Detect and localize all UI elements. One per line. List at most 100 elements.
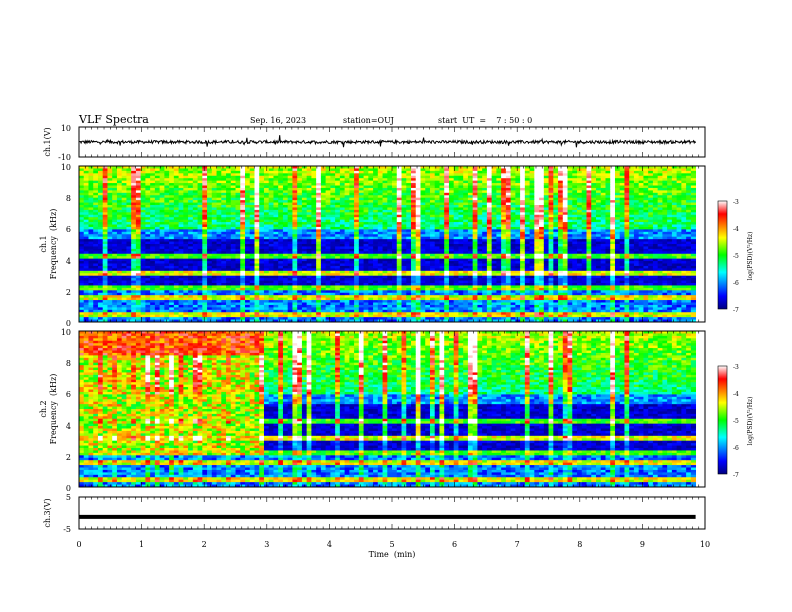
- spectrogram-cell: [93, 319, 99, 323]
- spectrogram-cell: [377, 302, 383, 306]
- spectrogram-cell: [301, 248, 308, 252]
- spectrogram-cell: [425, 258, 431, 262]
- spectrogram-cell: [173, 312, 179, 316]
- spectrogram-cell: [335, 202, 341, 206]
- spectrogram-cell: [173, 314, 179, 318]
- spectrogram-cell: [93, 261, 99, 264]
- spectrogram-cell: [159, 202, 165, 206]
- spectrogram-cell: [358, 297, 364, 301]
- spectrogram-cell: [126, 273, 132, 277]
- spectrogram-cell: [221, 314, 227, 318]
- spectrogram-cell: [287, 168, 293, 172]
- spectrogram-cell: [207, 202, 213, 206]
- spectrogram-cell: [188, 265, 194, 269]
- spectrogram-cell: [188, 175, 194, 179]
- spectrogram-cell: [197, 317, 203, 320]
- spectrogram-cell: [377, 304, 383, 308]
- spectrogram-cell: [173, 205, 179, 208]
- spectrogram-cell: [249, 265, 255, 269]
- spectrogram-cell: [415, 185, 421, 189]
- spectrogram-cell: [382, 248, 388, 252]
- spectrogram-cell: [392, 290, 398, 294]
- spectrogram-cell: [406, 300, 412, 303]
- spectrogram-cell: [420, 270, 426, 274]
- spectrogram-cell: [292, 178, 298, 182]
- spectrogram-cell: [173, 219, 179, 223]
- spectrogram-cell: [401, 236, 407, 240]
- spectrogram-cell: [354, 258, 360, 262]
- spectrogram-cell: [358, 241, 364, 245]
- spectrogram-cell: [183, 229, 189, 233]
- spectrogram-cell: [107, 273, 113, 277]
- spectrogram-cell: [235, 290, 241, 294]
- spectrogram-cell: [79, 319, 85, 323]
- spectrogram-cell: [287, 229, 293, 233]
- spectrogram-cell: [392, 236, 398, 240]
- spectrogram-cell: [354, 312, 360, 316]
- spectrogram-cell: [311, 297, 317, 301]
- spectrogram-cell: [188, 190, 194, 194]
- spectrogram-cell: [240, 239, 246, 242]
- spectrogram-cell: [311, 312, 317, 316]
- spectrogram-cell: [263, 234, 270, 238]
- spectrogram-cell: [216, 253, 222, 257]
- spectrogram-cell: [221, 183, 227, 186]
- spectrogram-cell: [93, 236, 99, 240]
- spectrogram-cell: [79, 236, 85, 240]
- spectrogram-cell: [97, 200, 104, 203]
- spectrogram-cell: [164, 268, 170, 272]
- spectrogram-cell: [79, 258, 85, 262]
- spectrogram-cell: [306, 168, 312, 172]
- spectrogram-cell: [349, 241, 355, 245]
- spectrogram-cell: [140, 173, 146, 177]
- spectrogram-cell: [140, 166, 146, 169]
- spectrogram-cell: [325, 275, 331, 279]
- spectrogram-cell: [278, 285, 284, 289]
- spectrogram-cell: [116, 197, 123, 201]
- spectrogram-cell: [363, 224, 369, 228]
- spectrogram-cell: [197, 283, 203, 286]
- spectrogram-cell: [216, 307, 222, 311]
- spectrogram-cell: [377, 309, 383, 313]
- spectrogram-cell: [396, 224, 402, 228]
- spectrogram-cell: [339, 280, 346, 284]
- spectrogram-cell: [140, 217, 146, 221]
- spectrogram-cell: [330, 195, 336, 199]
- spectrogram-cell: [278, 200, 284, 203]
- spectrogram-cell: [420, 219, 426, 223]
- spectrogram-cell: [344, 175, 350, 179]
- spectrogram-cell: [188, 270, 194, 274]
- spectrogram-cell: [268, 205, 274, 208]
- spectrogram-cell: [116, 248, 123, 252]
- spectrogram-cell: [306, 236, 312, 240]
- spectrogram-cell: [330, 258, 336, 262]
- spectrogram-cell: [159, 312, 165, 316]
- spectrogram-cell: [420, 268, 426, 272]
- spectrogram-cell: [183, 248, 189, 252]
- spectrogram-cell: [273, 270, 279, 274]
- spectrogram-cell: [411, 304, 417, 308]
- spectrogram-cell: [339, 170, 346, 174]
- spectrogram-cell: [330, 317, 336, 320]
- spectrogram-cell: [297, 195, 303, 199]
- spectrogram-cell: [411, 212, 417, 216]
- spectrogram-cell: [396, 190, 402, 194]
- spectrogram-cell: [354, 283, 360, 286]
- spectrogram-cell: [278, 202, 284, 206]
- spectrogram-cell: [401, 246, 407, 250]
- spectrogram-cell: [135, 170, 142, 174]
- spectrogram-cell: [325, 217, 331, 221]
- spectrogram-cell: [377, 258, 383, 262]
- spectrogram-cell: [126, 190, 132, 194]
- spectrogram-cell: [145, 241, 151, 245]
- spectrogram-cell: [221, 307, 227, 311]
- spectrogram-cell: [354, 268, 360, 272]
- spectrogram-cell: [396, 314, 402, 318]
- spectrogram-cell: [230, 248, 236, 252]
- spectrogram-cell: [339, 185, 346, 189]
- spectrogram-cell: [126, 236, 132, 240]
- spectrogram-cell: [249, 185, 255, 189]
- spectrogram-cell: [373, 180, 379, 184]
- spectrogram-cell: [415, 246, 421, 250]
- spectrogram-cell: [183, 265, 189, 269]
